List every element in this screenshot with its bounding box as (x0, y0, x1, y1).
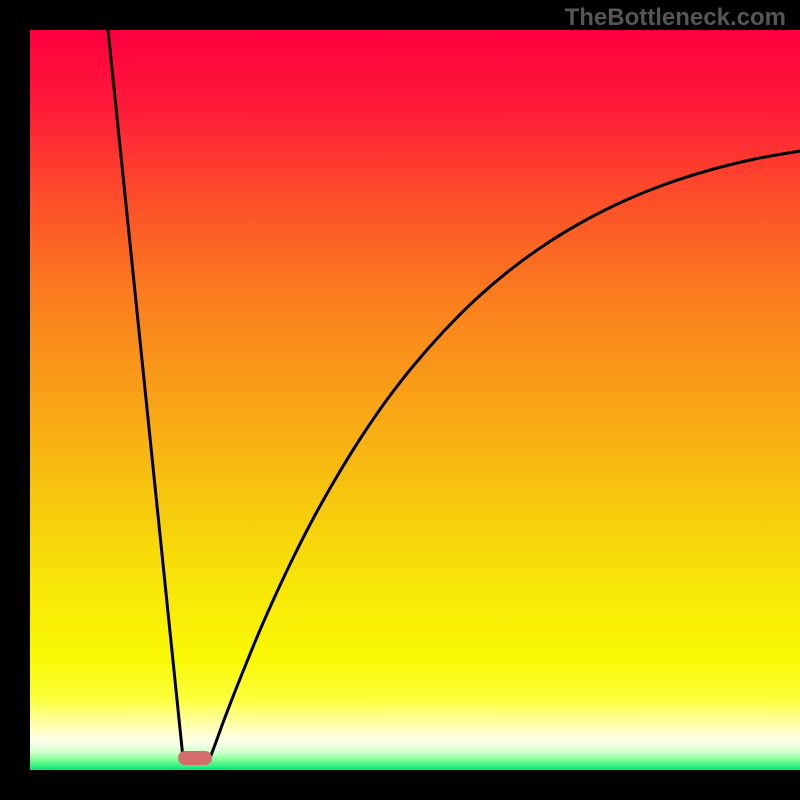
watermark-text: TheBottleneck.com (565, 4, 786, 32)
chart-plot (30, 30, 800, 770)
bottleneck-marker (178, 751, 212, 765)
